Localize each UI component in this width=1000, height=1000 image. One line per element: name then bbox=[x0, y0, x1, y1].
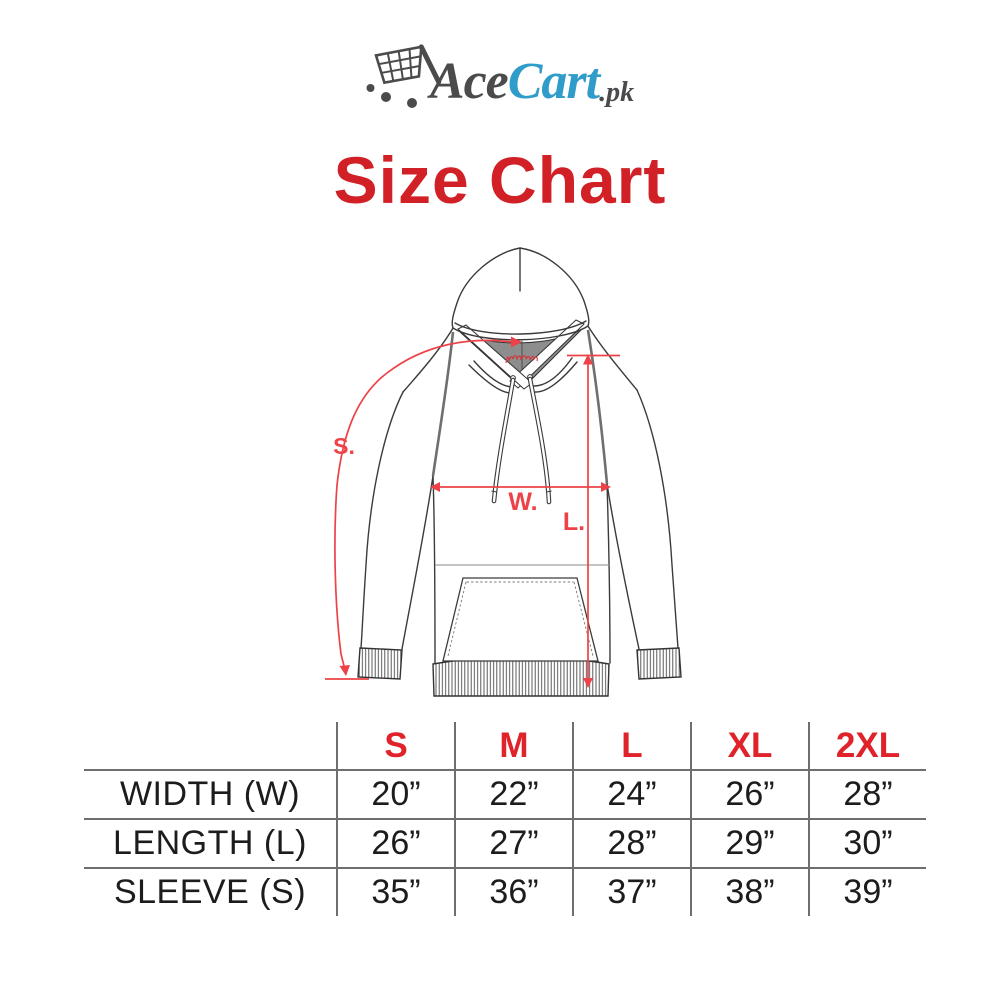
hoodie-measurement-diagram: S. W. L. bbox=[300, 235, 720, 715]
cell-length-2xl: 30” bbox=[808, 818, 926, 868]
col-header-xl: XL bbox=[690, 722, 809, 770]
table-row-sleeve: SLEEVE (S) 35” 36” 37” 38” 39” bbox=[84, 867, 926, 916]
cell-length-s: 26” bbox=[336, 818, 455, 868]
measurement-labels: S. W. L. bbox=[333, 433, 585, 536]
cell-sleeve-m: 36” bbox=[454, 867, 573, 916]
page-title: Size Chart bbox=[333, 143, 667, 217]
cell-width-2xl: 28” bbox=[808, 769, 926, 819]
col-header-m: M bbox=[454, 722, 573, 770]
left-armhole-seam bbox=[431, 331, 455, 477]
row-label-length: LENGTH (L) bbox=[84, 818, 337, 868]
cell-length-xl: 29” bbox=[690, 818, 809, 868]
col-header-s: S bbox=[336, 722, 455, 770]
measurement-arrowheads bbox=[339, 336, 611, 688]
row-label-sleeve: SLEEVE (S) bbox=[84, 867, 337, 916]
size-table-header-row: S M L XL 2XL bbox=[84, 722, 926, 770]
length-measure-label: L. bbox=[563, 508, 585, 536]
sleeve-measure-label: S. bbox=[333, 433, 355, 459]
cell-sleeve-s: 35” bbox=[336, 867, 455, 916]
table-row-length: LENGTH (L) 26” 27” 28” 29” 30” bbox=[84, 818, 926, 868]
ribbed-hem bbox=[432, 656, 610, 697]
cell-width-m: 22” bbox=[454, 769, 573, 819]
right-armhole-seam bbox=[586, 329, 609, 485]
hoodie-diagram-svg: S. W. L. bbox=[325, 247, 682, 697]
ribbed-cuffs bbox=[357, 647, 682, 680]
cell-width-l: 24” bbox=[572, 769, 691, 819]
cell-sleeve-xl: 38” bbox=[690, 867, 809, 916]
logo-text-pk: .pk bbox=[599, 77, 635, 108]
measurement-lines bbox=[325, 339, 620, 683]
cell-sleeve-2xl: 39” bbox=[808, 867, 926, 916]
logo-text-cart: Cart bbox=[507, 53, 600, 110]
cell-sleeve-l: 37” bbox=[572, 867, 691, 916]
size-table: S M L XL 2XL WIDTH (W) 20” 22” 24” 26” 2… bbox=[84, 722, 926, 916]
table-corner-cell bbox=[84, 722, 337, 770]
row-label-width: WIDTH (W) bbox=[84, 769, 337, 819]
table-row-width: WIDTH (W) 20” 22” 24” 26” 28” bbox=[84, 769, 926, 819]
shopping-cart-icon bbox=[366, 44, 442, 108]
logo-text-ace: Ace bbox=[429, 53, 509, 110]
col-header-2xl: 2XL bbox=[808, 722, 926, 770]
hood-brand-mark bbox=[505, 355, 538, 364]
width-measure-label: W. bbox=[508, 488, 537, 516]
cell-length-l: 28” bbox=[572, 818, 691, 868]
size-table-section: S M L XL 2XL WIDTH (W) 20” 22” 24” 26” 2… bbox=[84, 722, 926, 916]
cell-length-m: 27” bbox=[454, 818, 573, 868]
drawstrings bbox=[491, 374, 552, 505]
brand-logo: Ace Cart .pk bbox=[0, 40, 1000, 108]
col-header-l: L bbox=[572, 722, 691, 770]
cell-width-s: 20” bbox=[336, 769, 455, 819]
kangaroo-pocket bbox=[442, 577, 599, 662]
cell-width-xl: 26” bbox=[690, 769, 809, 819]
